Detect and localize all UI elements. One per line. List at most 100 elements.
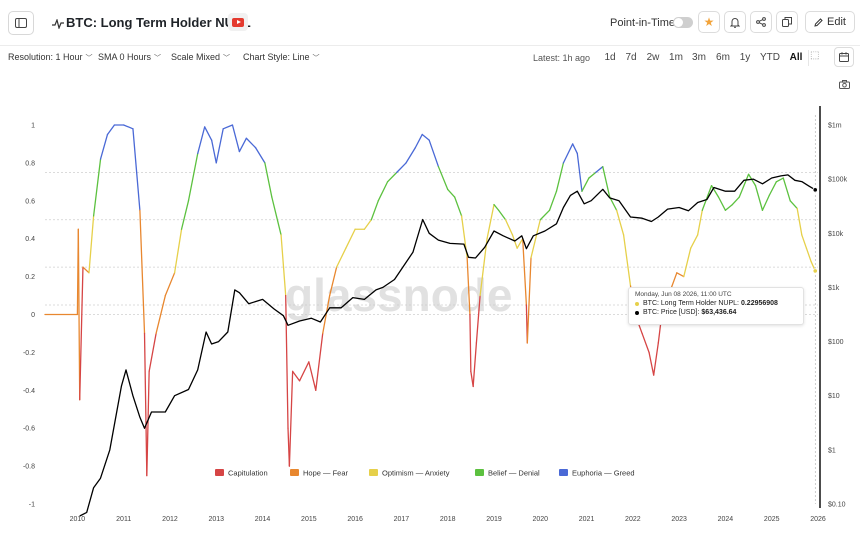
range-all[interactable]: All: [789, 52, 803, 63]
x-tick-label: 2010: [70, 516, 86, 523]
range-6m[interactable]: 6m: [716, 52, 730, 63]
screenshot-button[interactable]: [836, 80, 852, 94]
date-picker-button[interactable]: [834, 47, 854, 67]
nupl-segment: [466, 256, 471, 316]
nupl-segment: [609, 196, 618, 211]
nupl-segment: [472, 342, 478, 388]
alert-button[interactable]: [724, 11, 746, 33]
legend-label: Capitulation: [228, 469, 268, 478]
left-tick-label: 0.4: [25, 236, 35, 243]
tooltip-price-value: $63,436.64: [701, 309, 737, 316]
point-in-time-label: Point-in-Time: [610, 17, 675, 29]
left-tick-label: 0: [31, 312, 35, 319]
zoom-select-icon[interactable]: ⬚: [810, 50, 820, 61]
range-1d[interactable]: 1d: [604, 52, 616, 63]
right-tick-label: $100: [828, 339, 844, 346]
nupl-segment: [231, 124, 241, 153]
bell-icon: [730, 17, 740, 28]
nupl-segment: [588, 171, 597, 179]
nupl-segment: [648, 351, 655, 376]
point-in-time-toggle[interactable]: [673, 17, 693, 28]
legend-swatch: [559, 469, 568, 476]
nupl-segment: [82, 266, 90, 274]
top-bar: BTC: Long Term Holder NUPL Point-in-Time…: [0, 0, 860, 46]
nupl-segment: [801, 234, 808, 249]
sidebar-toggle-icon[interactable]: [8, 11, 34, 35]
favorite-button[interactable]: ★: [698, 11, 720, 33]
copy-button[interactable]: [776, 11, 798, 33]
left-tick-label: 0.8: [25, 160, 35, 167]
tooltip-price-label: BTC: Price [USD]:: [643, 309, 700, 316]
youtube-button[interactable]: [228, 13, 248, 31]
youtube-icon: [232, 17, 244, 27]
x-tick-label: 2016: [347, 516, 363, 523]
tooltip-nupl-value: 0.22956908: [740, 300, 778, 307]
share-button[interactable]: [750, 11, 772, 33]
range-1y[interactable]: 1y: [739, 52, 751, 63]
legend: Capitulation Hope — Fear Optimism — Anxiet…: [215, 469, 635, 478]
nupl-segment: [132, 128, 141, 211]
nupl-segment: [139, 209, 146, 335]
range-2w[interactable]: 2w: [646, 52, 660, 63]
x-tick-label: 2023: [671, 516, 687, 523]
nupl-segment: [522, 238, 528, 306]
nupl-segment: [264, 162, 273, 198]
nupl-segment: [486, 203, 495, 240]
nupl-segment: [595, 166, 604, 174]
nupl-segment: [526, 256, 532, 344]
nupl-segment: [683, 247, 692, 278]
nupl-segment: [539, 209, 551, 221]
nupl-segment: [280, 234, 287, 297]
edit-button[interactable]: Edit: [805, 11, 855, 33]
nupl-segment: [79, 266, 84, 401]
right-tick-label: $0.10: [828, 502, 846, 509]
nupl-segment: [493, 203, 500, 211]
nupl-segment: [164, 272, 176, 297]
nupl-segment: [363, 219, 372, 230]
resolution-label: Resolution: 1 Hour: [8, 52, 83, 62]
nupl-segment: [581, 177, 590, 192]
nupl-segment: [155, 294, 166, 335]
range-3m[interactable]: 3m: [692, 52, 706, 63]
tooltip-date: Monday, Jun 08 2026, 11:00 UTC: [635, 291, 732, 298]
toggle-knob: [674, 18, 683, 27]
resolution-dropdown[interactable]: Resolution: 1 Hour ﹀: [8, 52, 93, 63]
nupl-segment: [690, 234, 699, 249]
nupl-segment: [298, 361, 310, 382]
nupl-segment: [428, 139, 440, 168]
legend-swatch: [369, 469, 378, 476]
hover-marker: [812, 115, 818, 504]
nupl-segment: [370, 200, 379, 221]
x-tick-label: 2017: [394, 516, 410, 523]
x-tick-label: 2012: [162, 516, 178, 523]
metric-activity-icon: [46, 12, 70, 36]
range-1m[interactable]: 1m: [669, 52, 683, 63]
left-tick-label: -0.2: [23, 350, 35, 357]
nupl-segment: [291, 370, 301, 382]
copy-icon: [782, 17, 792, 27]
nupl-segment: [285, 294, 289, 429]
chart-style-dropdown[interactable]: Chart Style: Line ﹀: [243, 52, 320, 63]
camera-icon: [838, 80, 850, 89]
range-7d[interactable]: 7d: [625, 52, 637, 63]
nupl-segment: [421, 133, 430, 141]
nupl-segment: [576, 152, 583, 192]
left-tick-label: -0.6: [23, 426, 35, 433]
sma-dropdown[interactable]: SMA 0 Hours ﹀: [98, 52, 161, 63]
watermark: glassnode: [285, 269, 513, 321]
scale-dropdown[interactable]: Scale Mixed ﹀: [171, 52, 230, 63]
nupl-segment: [288, 370, 294, 467]
share-icon: [756, 17, 766, 27]
nupl-segment: [602, 166, 611, 198]
range-ytd[interactable]: YTD: [760, 52, 780, 63]
x-tick-label: 2014: [255, 516, 271, 523]
nupl-segment: [701, 184, 713, 211]
nupl-segment: [414, 133, 423, 149]
chart-area[interactable]: glassnode 1 0.8 0.6 0.4 0.2 0 -0.2 -0.4 -0.6 -0.8…: [0, 96, 860, 539]
x-tick-label: 2022: [625, 516, 641, 523]
nupl-segment: [123, 124, 134, 130]
page-title: BTC: Long Term Holder NUPL: [66, 15, 251, 30]
nupl-segment: [148, 332, 157, 373]
tooltip-price-row: BTC: Price [USD]: $63,436.64: [635, 309, 797, 316]
legend-swatch: [290, 469, 299, 476]
